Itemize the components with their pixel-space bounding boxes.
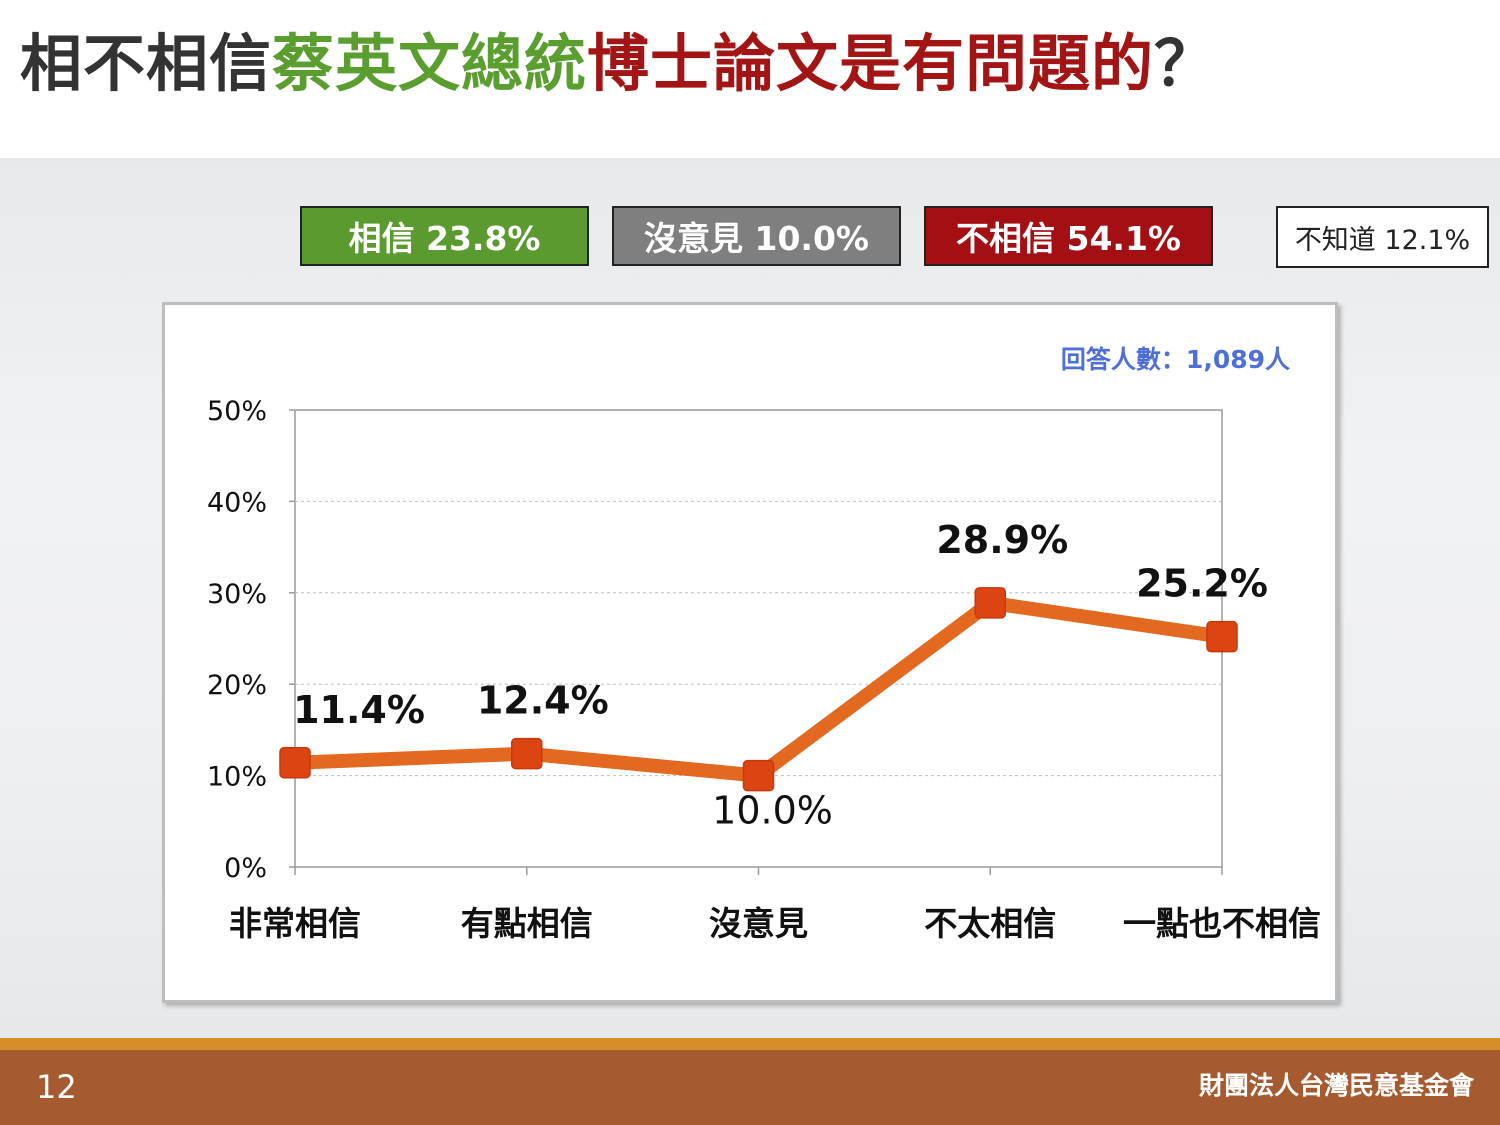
summary-unknown-box: 不知道 12.1% [1276, 206, 1489, 268]
title-part-subject: 蔡英文總統 [272, 27, 588, 100]
y-tick-label: 30% [207, 579, 267, 610]
footer-accent-strip [0, 1038, 1500, 1050]
summary-believe-box: 相信 23.8% [300, 206, 589, 266]
x-category-label: 有點相信 [461, 904, 593, 943]
y-tick-label: 10% [207, 762, 267, 793]
data-label: 25.2% [1136, 562, 1268, 606]
data-label: 11.4% [293, 688, 425, 732]
y-tick-label: 0% [224, 853, 267, 884]
data-point-marker [279, 747, 311, 779]
data-label: 28.9% [936, 518, 1068, 562]
title-part-question: 相不相信 [20, 27, 273, 100]
y-tick-label: 20% [207, 670, 267, 701]
line-chart: 0% 10% 20% 30% 40% 50% 非常相信 有點相信 沒意見 不太相信 一點也不相信 11… [207, 345, 1321, 943]
sample-size-note: 回答人數：1,089人 [1061, 345, 1290, 374]
x-category-label: 一點也不相信 [1123, 904, 1321, 943]
organization-name: 財團法人台灣民意基金會 [1198, 1071, 1474, 1100]
title-part-mark: ？ [1154, 27, 1218, 100]
summary-no-opinion-box: 沒意見 10.0% [612, 206, 901, 266]
data-label: 12.4% [477, 679, 609, 723]
data-label: 10.0% [712, 789, 833, 833]
page-title: 相不相信蔡英文總統博士論文是有問題的？ [20, 28, 1217, 99]
page-number: 12 [36, 1068, 77, 1106]
x-category-label: 非常相信 [229, 904, 361, 943]
data-point-marker [742, 759, 775, 792]
data-point-marker [1206, 620, 1238, 653]
x-category-label: 不太相信 [924, 904, 1056, 943]
chart-panel: 0% 10% 20% 30% 40% 50% 非常相信 有點相信 沒意見 不太相信 一點也不相信 11… [162, 302, 1338, 1003]
title-part-topic: 博士論文是有問題的 [587, 27, 1155, 100]
footer-bar [0, 1050, 1500, 1125]
y-tick-label: 50% [207, 396, 267, 427]
y-tick-label: 40% [207, 487, 267, 518]
data-point-marker [974, 587, 1006, 619]
data-point-marker [511, 737, 543, 770]
title-bar: 相不相信蔡英文總統博士論文是有問題的？ [0, 0, 1500, 158]
x-category-label: 沒意見 [709, 904, 808, 943]
summary-disbelieve-box: 不相信 54.1% [924, 206, 1213, 266]
